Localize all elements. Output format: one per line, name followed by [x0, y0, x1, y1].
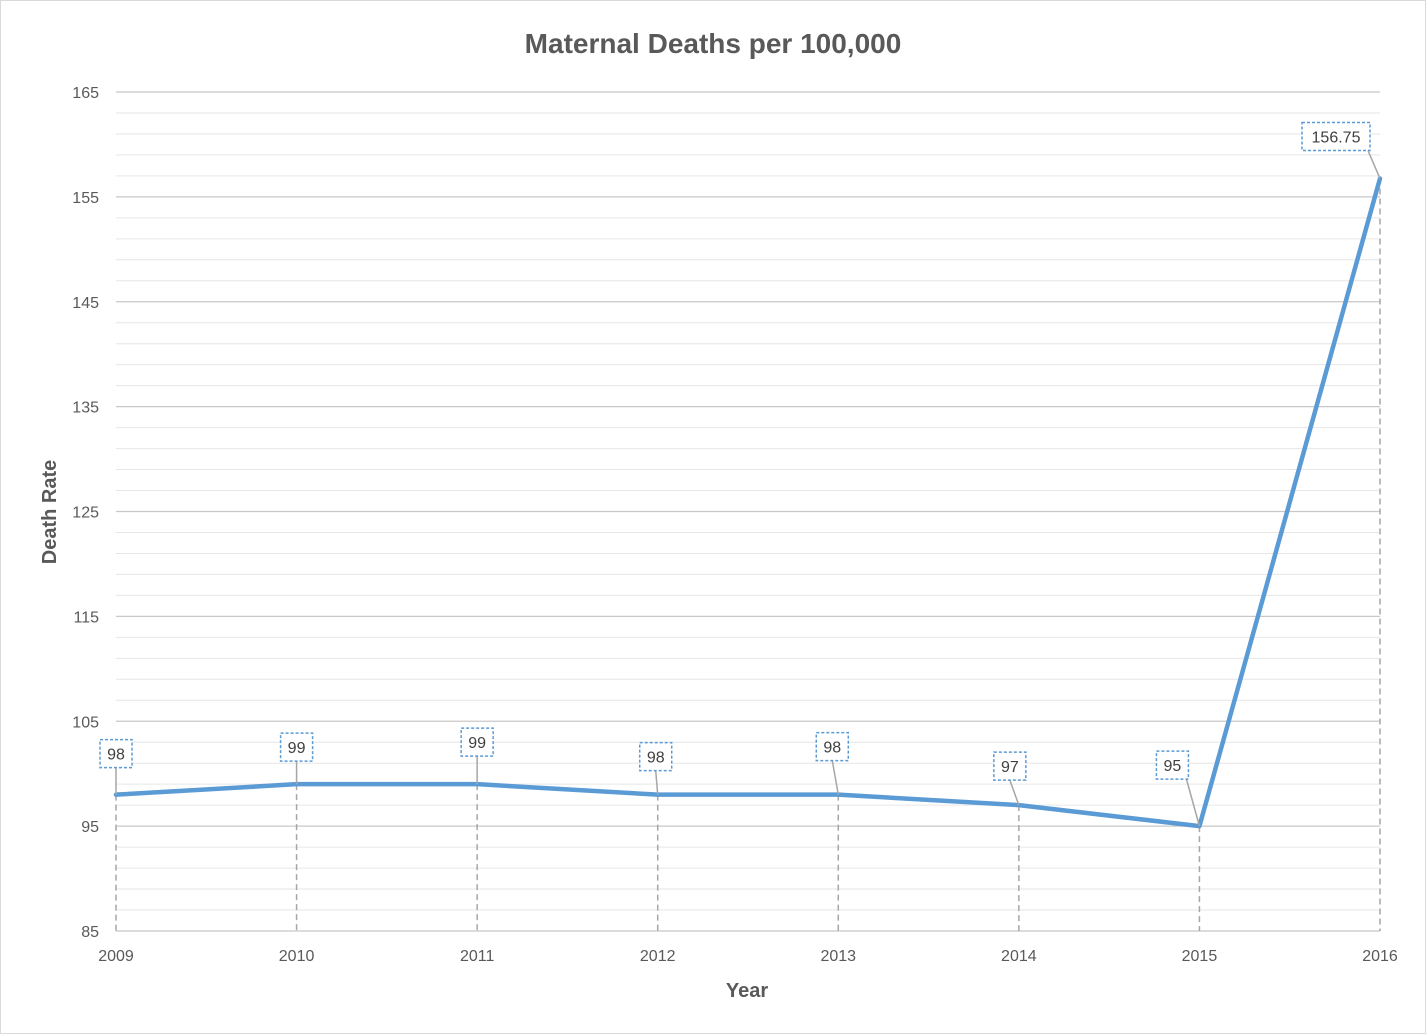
data-label: 95: [1155, 750, 1201, 827]
data-label-text: 156.75: [1312, 130, 1361, 147]
x-tick-label: 2016: [1362, 948, 1398, 965]
series: [113, 176, 1383, 829]
data-label-box: [638, 741, 673, 772]
data-label-box: [279, 732, 314, 762]
chart-title: Maternal Deaths per 100,000: [525, 28, 902, 59]
data-label-text: 99: [468, 735, 486, 752]
data-labels: 98 99 99 98 98 97 95 156.75: [99, 121, 1381, 827]
x-axis-title: Year: [726, 980, 768, 1002]
y-axis-ticks: 85 95 105 115 125 135 145 155 165: [72, 85, 99, 941]
data-label-text: 98: [647, 750, 665, 767]
data-label-text: 98: [107, 747, 125, 764]
data-label-box: [99, 738, 133, 769]
x-tick-label: 2015: [1182, 948, 1218, 965]
y-tick-label: 125: [72, 505, 99, 522]
data-label: 98: [815, 731, 850, 795]
data-label-box: [1155, 750, 1190, 780]
data-label: 99: [279, 732, 314, 785]
drop-lines: [115, 178, 1381, 931]
y-tick-label: 145: [72, 295, 99, 312]
leader-line: [1367, 150, 1381, 179]
leader-line: [654, 770, 659, 795]
series-line: [113, 176, 1383, 829]
x-tick-label: 2009: [98, 948, 134, 965]
x-tick-label: 2013: [820, 948, 856, 965]
x-tick-label: 2010: [279, 948, 315, 965]
data-label: 156.75: [1301, 121, 1381, 179]
y-tick-label: 105: [72, 714, 99, 731]
data-label-box: [1301, 121, 1371, 152]
data-label-text: 98: [823, 740, 841, 757]
y-axis-title: Death Rate: [39, 460, 61, 564]
leader-line: [1009, 779, 1020, 806]
data-label-box: [993, 751, 1027, 781]
data-label-box: [815, 731, 850, 762]
x-tick-label: 2011: [460, 948, 495, 965]
y-tick-label: 95: [81, 819, 99, 836]
leader-line: [831, 760, 840, 795]
data-label-text: 95: [1164, 758, 1182, 775]
x-tick-label: 2014: [1001, 948, 1037, 965]
gridlines: [116, 91, 1380, 932]
x-axis-ticks: 2009 2010 2011 2012 2013 2014 2015 2016: [98, 948, 1398, 965]
data-label: 98: [99, 738, 133, 795]
y-tick-label: 115: [73, 609, 99, 626]
leader-line: [1185, 778, 1201, 827]
y-tick-label: 165: [72, 85, 99, 102]
y-tick-label: 135: [72, 400, 99, 417]
y-tick-label: 155: [72, 190, 99, 207]
data-label: 98: [638, 741, 673, 795]
data-label: 97: [993, 751, 1027, 806]
data-label-box: [460, 727, 494, 757]
y-tick-label: 85: [81, 924, 99, 941]
data-label: 99: [460, 727, 494, 785]
data-label-text: 99: [288, 740, 306, 757]
data-label-text: 97: [1001, 759, 1019, 776]
x-tick-label: 2012: [640, 948, 676, 965]
